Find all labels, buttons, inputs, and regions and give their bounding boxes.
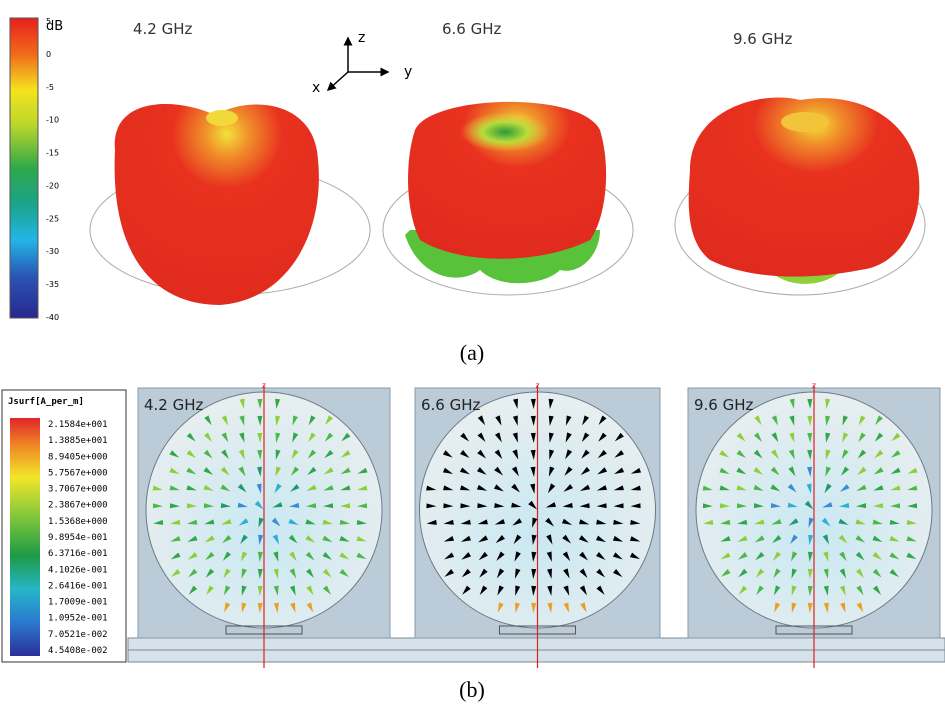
colorbar-tick: 1.0952e-001 <box>48 614 108 624</box>
colorbar-tick: 1.3885e+001 <box>48 436 108 446</box>
axis-label: y <box>404 64 412 80</box>
pattern-label: 9.6 GHz <box>733 30 793 48</box>
colorbar-tick: 2.1584e+001 <box>48 420 108 430</box>
colorbar-tick: -5 <box>46 83 54 92</box>
pattern-label: 4.2 GHz <box>133 20 193 38</box>
panel-label: 4.2 GHz <box>144 396 204 414</box>
colorbar-tick: 1.5368e+000 <box>48 517 108 527</box>
caption: (b) <box>459 677 485 702</box>
colorbar-tick: 8.9405e+000 <box>48 452 108 462</box>
axis-marker: z <box>812 381 816 390</box>
colorbar-tick: -25 <box>46 214 59 223</box>
db-colorbar <box>10 18 38 318</box>
colorbar-tick: 7.0521e-002 <box>48 630 108 640</box>
axis-label: z <box>358 30 365 46</box>
panel-label: 9.6 GHz <box>694 396 754 414</box>
colorbar-tick: 6.3716e-001 <box>48 549 108 559</box>
colorbar-title: Jsurf[A_per_m] <box>8 397 84 407</box>
figure: dB 50-5-10-15-20-25-30-35-40 4.2 GHz 6.6… <box>0 0 945 709</box>
colorbar-tick: 9.8954e-001 <box>48 533 108 543</box>
colorbar-tick: 2.6416e-001 <box>48 581 108 591</box>
axis-marker: z <box>262 381 266 390</box>
axis-marker: z <box>535 381 539 390</box>
pattern-label: 6.6 GHz <box>442 20 502 38</box>
colorbar-tick: 0 <box>46 50 51 59</box>
pattern-9-6 <box>675 98 925 295</box>
colorbar-tick: -35 <box>46 280 59 289</box>
panel-label: 6.6 GHz <box>421 396 481 414</box>
colorbar-tick: -30 <box>46 247 59 256</box>
pattern-6-6 <box>383 102 633 295</box>
colorbar-tick: -10 <box>46 116 59 125</box>
colorbar-tick: 5 <box>46 17 51 26</box>
axis-label: x <box>312 80 320 96</box>
jsurf-colorbar <box>10 418 40 656</box>
caption: (a) <box>460 340 484 365</box>
colorbar-tick: 3.7067e+000 <box>48 485 108 495</box>
colorbar-tick: 2.3867e+000 <box>48 501 108 511</box>
colorbar-tick: -40 <box>46 313 59 322</box>
colorbar-tick: 1.7009e-001 <box>48 598 108 608</box>
colorbar-tick: 4.5408e-002 <box>48 646 108 656</box>
current-panel: 6.6 GHz z <box>415 381 660 668</box>
current-panel: 9.6 GHz z <box>688 381 940 668</box>
colorbar-tick: 4.1026e-001 <box>48 565 108 575</box>
colorbar-tick: 5.7567e+000 <box>48 468 108 478</box>
colorbar-tick: -15 <box>46 149 59 158</box>
pattern-4-2 <box>90 104 370 305</box>
current-panel: 4.2 GHz z <box>138 381 390 668</box>
colorbar-tick: -20 <box>46 181 59 190</box>
